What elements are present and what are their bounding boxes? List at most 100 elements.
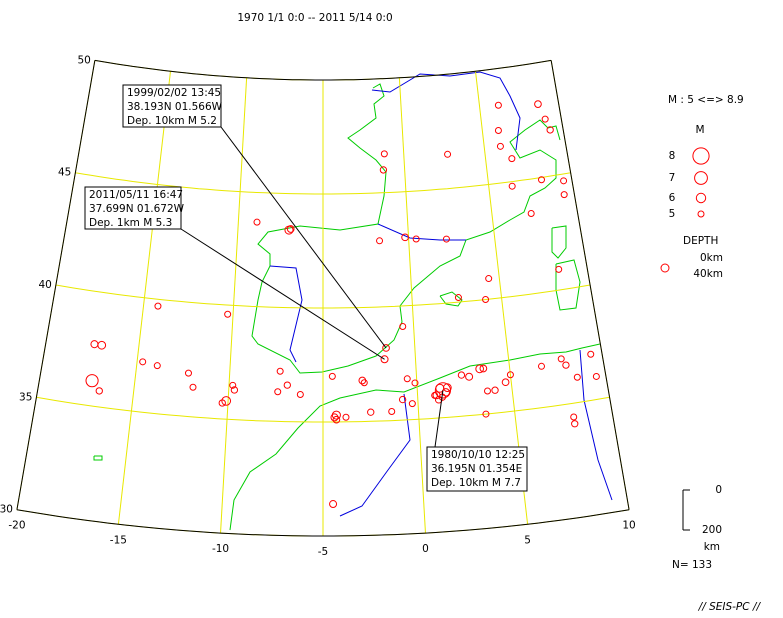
coast	[551, 225, 567, 259]
epicenter	[508, 155, 516, 163]
epicenter	[496, 142, 504, 150]
epicenter	[442, 235, 450, 243]
epicenter	[286, 225, 295, 233]
epicenter	[479, 364, 488, 373]
epicenter	[184, 369, 192, 377]
depth-scale-unit: km	[704, 541, 720, 553]
coast	[229, 343, 601, 531]
epicenter	[494, 101, 502, 109]
coast	[93, 455, 103, 461]
epicenter	[560, 177, 568, 185]
epicenter	[484, 387, 492, 395]
lon-tick-label: -5	[318, 546, 328, 558]
coastlines	[93, 83, 601, 531]
legend-depth-label: 40km	[693, 268, 723, 280]
epicenter	[508, 182, 516, 190]
epicenter	[443, 383, 452, 393]
coast	[439, 291, 463, 307]
epicenter	[221, 396, 232, 406]
lat-tick-label: 45	[58, 167, 71, 179]
epicenter	[454, 294, 462, 302]
legend-size-title: M	[695, 124, 704, 136]
epicenter	[571, 420, 579, 428]
map-frame	[94, 59, 552, 81]
lon-grid-line	[398, 77, 426, 534]
epicenter	[328, 372, 336, 380]
lon-tick-label: -20	[8, 520, 25, 532]
epicenter	[388, 407, 396, 415]
borders	[269, 71, 613, 517]
lat-tick-label: 50	[77, 54, 90, 66]
epicenter	[399, 323, 407, 331]
epicenter	[153, 362, 161, 370]
epicenter	[555, 265, 563, 273]
callout-text: 36.195N 01.354E	[431, 463, 522, 475]
epicenter	[230, 386, 239, 394]
epicenter	[380, 355, 389, 364]
epicenter	[408, 400, 416, 408]
epicenter	[284, 225, 294, 235]
epicenter	[360, 379, 368, 387]
lon-grid-line	[117, 71, 171, 525]
map-title: 1970 1/1 0:0 -- 2011 5/14 0:0	[237, 12, 392, 24]
border	[579, 349, 613, 501]
epicenter	[592, 372, 600, 380]
callout-leader	[180, 228, 385, 360]
lat-tick-label: 35	[19, 391, 32, 403]
lon-tick-label: 0	[422, 543, 429, 555]
epicenter	[380, 150, 388, 158]
legend-size-mark	[694, 171, 708, 185]
border	[371, 71, 521, 151]
lon-tick-label: -10	[212, 543, 229, 555]
epicenter	[224, 310, 232, 318]
callout-text: 2011/05/11 16:47	[89, 189, 183, 201]
callout-text: 1980/10/10 12:25	[431, 449, 525, 461]
epicenter	[560, 191, 568, 199]
footer: // SEIS-PC //	[698, 601, 762, 613]
callout-box	[84, 186, 182, 230]
epicenter	[382, 344, 390, 352]
epicenter	[537, 362, 545, 370]
epicenter	[482, 410, 490, 418]
callout-leader	[220, 126, 387, 349]
epicenter	[253, 218, 261, 226]
epicenter	[283, 381, 291, 389]
epicenter	[330, 413, 339, 422]
epicenter	[534, 100, 542, 108]
epicenter	[398, 395, 407, 404]
epicenter	[411, 379, 419, 387]
legend-size-label: 7	[669, 172, 676, 184]
callout-text: Dep. 10km M 5.2	[127, 115, 217, 127]
depth-scale-label: 200	[702, 524, 722, 536]
legend-size-label: 6	[669, 192, 676, 204]
epicenter	[527, 210, 535, 218]
callout-text: Dep. 10km M 7.7	[431, 477, 521, 489]
legend-depth-title: DEPTH	[683, 235, 718, 247]
epicenter	[441, 388, 451, 397]
epicenter	[465, 372, 474, 381]
border	[269, 265, 303, 363]
epicenter	[332, 415, 341, 424]
map-frame	[550, 60, 630, 510]
callout-leader	[434, 390, 444, 448]
epicenter	[494, 126, 502, 134]
epicenter	[431, 391, 439, 399]
epicenter	[506, 371, 514, 379]
legend-depth-label: 0km	[700, 252, 723, 264]
epicenter	[379, 166, 388, 174]
epicenter	[538, 176, 546, 184]
map-frame	[16, 509, 630, 537]
depth-scale-label: 0	[715, 484, 722, 496]
epicenter	[331, 410, 341, 420]
legend-size-label: 8	[669, 150, 676, 162]
lat-tick-label: 40	[39, 279, 52, 291]
legend-title: M : 5 <=> 8.9	[668, 94, 744, 106]
epicenter	[444, 150, 452, 158]
lon-grid-line	[220, 77, 248, 534]
callout-text: 37.699N 01.672W	[89, 203, 185, 215]
epicenter	[401, 233, 409, 242]
legend-size-mark	[697, 210, 705, 218]
border	[339, 393, 411, 517]
lon-tick-label: 5	[524, 534, 531, 546]
